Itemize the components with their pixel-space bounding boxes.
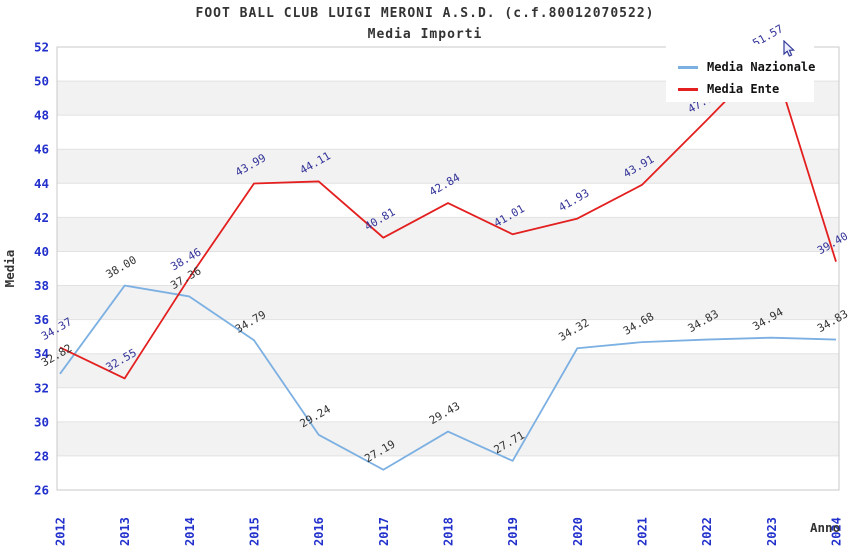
x-axis-tick-labels: 2012 2013 2014 2015 2016 2017 2018 2019 2020 2021… — [54, 517, 844, 546]
media-nazionale-line-swatch — [678, 65, 698, 69]
plot-border — [56, 46, 840, 491]
svg-text:40: 40 — [34, 244, 49, 259]
legend-item-media-nazionale: Media Nazionale — [678, 56, 816, 78]
svg-text:2020: 2020 — [571, 517, 585, 546]
svg-text:2016: 2016 — [312, 517, 326, 546]
chart-subtitle: Media Importi — [367, 27, 483, 42]
svg-text:46: 46 — [34, 142, 49, 157]
chart-title: FOOT BALL CLUB LUIGI MERONI A.S.D. (c.f.… — [195, 6, 655, 21]
legend-item-media-ente: Media Ente — [678, 78, 814, 100]
legend-label: Media Ente — [707, 82, 780, 96]
legend-label: Media Nazionale — [707, 60, 816, 74]
svg-text:44: 44 — [34, 176, 49, 191]
svg-text:2021: 2021 — [636, 517, 650, 546]
svg-text:Media: Media — [2, 250, 17, 288]
mouse-cursor-icon — [783, 40, 796, 57]
axis-titles: Media Anno — [2, 250, 840, 535]
svg-text:2018: 2018 — [442, 517, 456, 546]
svg-text:48: 48 — [34, 108, 49, 123]
svg-text:2023: 2023 — [765, 517, 779, 546]
svg-text:34: 34 — [34, 346, 49, 361]
svg-text:Anno: Anno — [810, 520, 840, 535]
svg-text:28: 28 — [34, 448, 49, 463]
svg-text:30: 30 — [34, 414, 49, 429]
series-line-media-ente — [59, 53, 837, 380]
svg-text:42: 42 — [34, 210, 49, 225]
svg-text:38: 38 — [34, 278, 49, 293]
svg-text:36: 36 — [34, 312, 49, 327]
svg-text:2017: 2017 — [377, 517, 391, 546]
series-line-media-nazionale — [59, 284, 837, 471]
svg-text:2019: 2019 — [506, 517, 520, 546]
media-ente-line-swatch — [678, 87, 698, 91]
svg-text:2022: 2022 — [700, 517, 714, 546]
svg-text:26: 26 — [34, 483, 49, 498]
svg-text:2024: 2024 — [830, 517, 844, 546]
svg-text:2013: 2013 — [118, 517, 132, 546]
svg-text:32: 32 — [34, 380, 49, 395]
svg-text:2015: 2015 — [248, 517, 262, 546]
svg-text:52: 52 — [34, 40, 49, 55]
svg-text:2014: 2014 — [183, 517, 197, 546]
y-axis-tick-labels: 26 28 30 32 34 36 38 40 42 44 46 48 50 52 — [34, 40, 49, 498]
svg-text:50: 50 — [34, 74, 49, 89]
svg-text:2012: 2012 — [54, 517, 68, 546]
plot-bands — [57, 47, 839, 490]
